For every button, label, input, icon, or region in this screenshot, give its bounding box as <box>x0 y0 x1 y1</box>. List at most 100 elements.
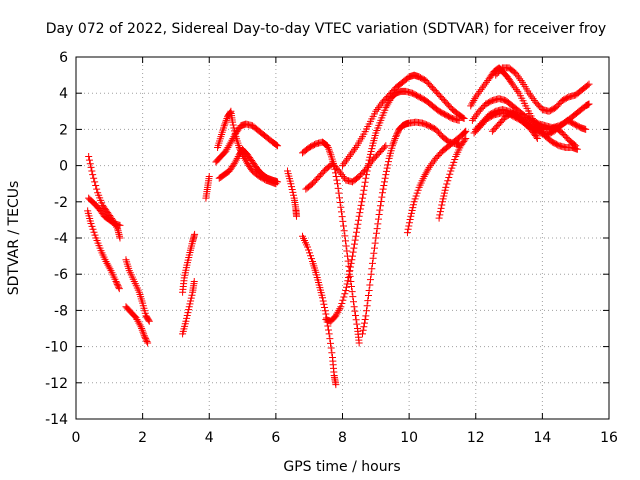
data-point-marker <box>87 220 95 228</box>
data-point-marker <box>86 160 94 168</box>
data-point-marker <box>341 158 349 166</box>
data-point-marker <box>366 281 374 289</box>
data-point-marker <box>366 153 374 161</box>
data-point-marker <box>339 172 347 180</box>
data-point-marker <box>371 239 379 247</box>
data-point-marker <box>337 203 345 211</box>
data-point-marker <box>424 165 432 173</box>
data-point-marker <box>319 297 327 305</box>
data-point-marker <box>89 225 97 233</box>
data-point-marker <box>347 277 355 285</box>
data-point-marker <box>91 231 99 239</box>
data-point-marker <box>481 80 489 88</box>
data-point-marker <box>288 183 296 191</box>
data-point-marker <box>389 140 397 148</box>
data-point-marker <box>473 91 481 99</box>
data-point-marker <box>138 326 146 334</box>
data-point-marker <box>338 300 346 308</box>
data-point-marker <box>354 216 362 224</box>
data-point-marker <box>380 178 388 186</box>
data-point-marker <box>342 286 350 294</box>
data-point-marker <box>440 192 448 200</box>
data-point-marker <box>528 93 536 101</box>
x-tick-label: 2 <box>138 430 147 446</box>
data-point-marker <box>338 171 346 179</box>
data-point-marker <box>185 303 193 311</box>
data-point-marker <box>468 116 476 124</box>
data-point-marker <box>185 306 193 314</box>
data-point-marker <box>352 228 360 236</box>
data-point-marker <box>241 154 249 162</box>
data-point-marker <box>222 147 230 155</box>
data-point-marker <box>133 315 141 323</box>
data-point-marker <box>308 255 316 263</box>
data-point-marker <box>140 332 148 340</box>
data-point-marker <box>229 121 237 129</box>
data-point-marker <box>380 143 388 151</box>
x-tick-label: 4 <box>205 430 214 446</box>
data-point-marker <box>89 171 97 179</box>
data-point-marker <box>429 158 437 166</box>
data-point-marker <box>585 100 593 108</box>
data-point-marker <box>358 198 366 206</box>
data-point-marker <box>229 134 237 142</box>
data-point-marker <box>143 338 151 346</box>
data-point-marker <box>348 288 356 296</box>
data-point-marker <box>573 145 581 153</box>
series-arc13 <box>299 232 340 389</box>
data-point-marker <box>338 213 346 221</box>
data-point-marker <box>404 225 412 233</box>
data-point-marker <box>132 314 140 322</box>
data-point-marker <box>436 208 444 216</box>
data-point-marker <box>324 142 332 150</box>
data-point-marker <box>357 201 365 209</box>
x-tick-label: 14 <box>533 430 551 446</box>
y-axis-label: SDTVAR / TECUs <box>6 181 22 296</box>
data-point-marker <box>514 87 522 95</box>
data-point-marker <box>446 170 454 178</box>
data-point-marker <box>306 249 314 257</box>
data-point-marker <box>336 199 344 207</box>
data-point-marker <box>364 160 372 168</box>
y-tick-label: -8 <box>54 303 68 319</box>
data-point-marker <box>332 172 340 180</box>
data-point-marker <box>370 249 378 257</box>
series-arc12 <box>284 167 301 220</box>
data-point-marker <box>230 133 238 141</box>
data-point-marker <box>406 216 414 224</box>
data-point-marker <box>326 335 334 343</box>
data-point-marker <box>366 276 374 284</box>
data-point-marker <box>384 161 392 169</box>
data-point-marker <box>362 171 370 179</box>
data-point-marker <box>390 138 398 146</box>
series-arc1 <box>85 153 124 242</box>
data-point-marker <box>242 156 250 164</box>
data-point-marker <box>513 71 521 79</box>
data-point-marker <box>393 130 401 138</box>
y-tick-label: 4 <box>59 86 68 102</box>
y-tick-label: -6 <box>54 267 68 283</box>
data-point-marker <box>338 208 346 216</box>
data-point-marker <box>407 209 415 217</box>
data-point-marker <box>325 326 333 334</box>
data-point-marker <box>339 296 347 304</box>
data-point-marker <box>438 201 446 209</box>
data-point-marker <box>367 270 375 278</box>
data-point-marker <box>376 202 384 210</box>
data-point-marker <box>187 297 195 305</box>
data-point-marker <box>335 167 343 175</box>
data-point-marker <box>382 104 390 112</box>
series-arc19 <box>403 127 470 237</box>
data-point-marker <box>336 194 344 202</box>
data-point-marker <box>224 144 232 151</box>
data-point-marker <box>372 229 380 237</box>
data-point-marker <box>145 316 153 324</box>
data-point-marker <box>104 261 112 269</box>
data-point-marker <box>368 259 376 267</box>
data-point-marker <box>379 185 387 193</box>
data-point-marker <box>377 197 385 205</box>
data-point-marker <box>337 169 345 177</box>
data-point-marker <box>341 237 349 245</box>
data-point-marker <box>349 147 357 155</box>
series-arc10 <box>215 145 282 186</box>
